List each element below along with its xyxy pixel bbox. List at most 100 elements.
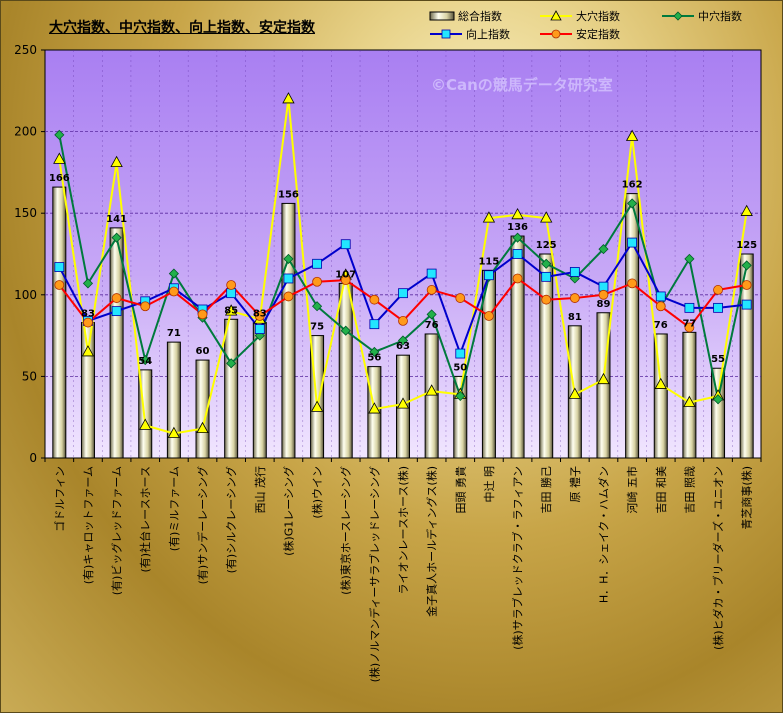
triangle-marker	[511, 208, 524, 220]
legend: 総合指数 大穴指数 中穴指数 向上指数 安定指数	[429, 6, 781, 44]
square-marker	[111, 306, 122, 317]
bar	[424, 333, 439, 459]
bar-value-label: 125	[736, 240, 757, 251]
category-label: (株)G1レーシング	[281, 466, 295, 556]
square-marker	[484, 270, 494, 281]
category-label: (株)ヒダカ・ブリーダーズ・ユニオン	[711, 466, 725, 650]
bar	[539, 253, 554, 459]
square-marker	[627, 237, 638, 248]
bar-value-label: 115	[478, 256, 499, 267]
category-label: 吉田 勝己	[539, 466, 553, 514]
x-axis: ゴドルフィン (有)キャロットファーム (有)ビッグレッドファーム (有)社台レースホ…	[44, 458, 762, 682]
square-marker	[369, 319, 380, 330]
legend-triangle-swatch	[540, 10, 572, 21]
triangle-marker	[597, 372, 610, 385]
bar-series	[52, 186, 754, 459]
category-label: (有)サンデーレーシング	[196, 466, 210, 584]
triangle-marker	[81, 345, 95, 357]
bar	[252, 322, 267, 459]
bar-value-label: 60	[196, 346, 210, 357]
square-marker	[655, 291, 666, 302]
circle-marker	[398, 316, 408, 326]
data-labels: 166 83 141 54 71 60 85 83 156 75 107 56 63 76 50 115 136…	[49, 173, 757, 373]
bar	[338, 282, 353, 459]
bar-value-label: 56	[367, 353, 381, 364]
circle-marker	[226, 280, 237, 290]
circle-marker	[484, 311, 494, 321]
square-marker	[340, 239, 351, 250]
bar	[510, 235, 525, 459]
diamond-marker	[168, 268, 179, 279]
bar	[682, 331, 697, 459]
bar	[224, 318, 239, 459]
category-label: 青芝商事(株)	[740, 466, 754, 530]
bar	[711, 367, 726, 459]
legend-item-daiana: 大穴指数	[539, 8, 620, 24]
category-label: 吉田 照哉	[682, 466, 696, 514]
watermark: ©Canの競馬データ研究室	[431, 76, 613, 94]
category-label: (株)ノルマンディーサラブレッドレーシング	[367, 466, 381, 682]
diamond-marker	[82, 278, 94, 289]
y-tick-label: 200	[14, 125, 37, 139]
diamond-marker	[712, 394, 724, 405]
category-label: (有)シルクレーシング	[224, 466, 238, 573]
bar-value-label: 136	[507, 222, 528, 233]
bar-value-label: 76	[425, 320, 439, 331]
category-label: ゴドルフィン	[52, 466, 66, 532]
circle-marker	[254, 311, 265, 321]
square-marker	[713, 302, 723, 313]
square-marker	[54, 262, 65, 272]
circle-marker	[111, 293, 122, 303]
triangle-marker	[53, 152, 66, 164]
chart-title: 大穴指数、中穴指数、向上指数、安定指数	[49, 20, 315, 36]
legend-diamond-swatch	[662, 11, 694, 21]
diamond-marker	[369, 346, 380, 357]
diamond-marker	[54, 129, 65, 140]
diamond-marker	[598, 244, 609, 255]
circle-marker	[426, 285, 437, 295]
circle-marker	[140, 301, 151, 312]
square-marker	[455, 348, 466, 359]
y-axis: 0 50 100 150 200 250	[14, 43, 45, 465]
diamond-marker	[226, 358, 237, 369]
bar	[109, 227, 124, 459]
circle-marker	[541, 294, 552, 305]
circle-marker	[684, 322, 695, 333]
square-marker	[512, 249, 523, 259]
triangle-marker	[540, 211, 553, 223]
legend-item-antei: 安定指数	[539, 26, 620, 42]
circle-marker	[312, 276, 322, 287]
triangle-marker	[625, 129, 639, 141]
bar-value-label: 89	[597, 299, 611, 310]
bar-value-label: 77	[682, 318, 696, 329]
triangle-marker	[167, 426, 181, 438]
square-marker	[684, 302, 695, 313]
bar-value-label: 85	[224, 305, 238, 316]
bar-value-label: 162	[622, 180, 643, 191]
y-tick-label: 0	[29, 451, 37, 465]
category-label: (株)ウイン	[310, 466, 324, 519]
legend-item-kojo: 向上指数	[429, 26, 510, 42]
diamond-marker	[455, 390, 466, 402]
bar-value-label: 83	[253, 309, 267, 320]
bar-value-label: 141	[106, 214, 127, 225]
diamond-marker	[397, 335, 409, 346]
bar-value-label: 83	[81, 309, 95, 320]
diamond-marker	[340, 325, 351, 336]
square-marker	[398, 288, 408, 299]
category-label: (有)ビッグレッドファーム	[110, 466, 124, 595]
triangle-marker	[139, 418, 152, 430]
circle-marker	[455, 293, 466, 303]
bar-value-label: 75	[310, 322, 324, 333]
triangle-marker	[110, 155, 123, 168]
circle-marker	[168, 286, 179, 297]
bar-value-label: 50	[453, 362, 467, 373]
square-marker	[254, 324, 265, 334]
category-label: 河崎 五市	[625, 466, 639, 514]
circle-marker	[369, 294, 380, 305]
triangle-marker	[425, 384, 438, 396]
square-marker	[226, 288, 237, 299]
triangle-marker	[482, 211, 496, 223]
diamond-marker	[512, 232, 523, 243]
